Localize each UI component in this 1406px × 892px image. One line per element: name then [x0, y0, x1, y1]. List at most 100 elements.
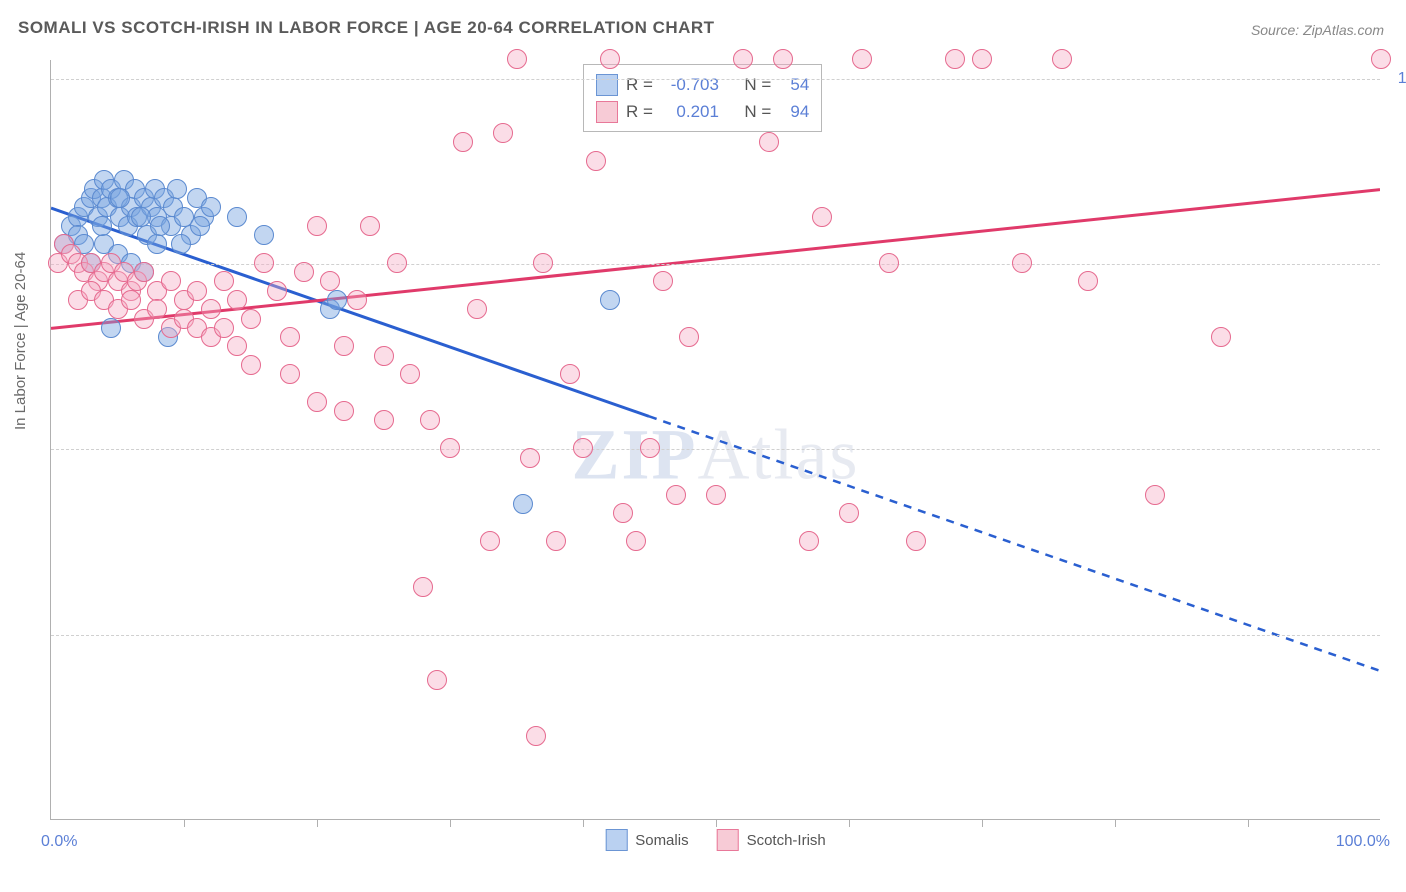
data-point	[374, 410, 394, 430]
data-point	[134, 262, 154, 282]
legend-item: Scotch-Irish	[717, 829, 826, 851]
data-point	[320, 271, 340, 291]
x-axis-max-label: 100.0%	[1336, 833, 1390, 851]
data-point	[280, 364, 300, 384]
x-tick	[716, 819, 717, 827]
data-point	[759, 132, 779, 152]
correlation-stats-box: R =-0.703 N =54R =0.201 N =94	[583, 64, 822, 132]
data-point	[254, 225, 274, 245]
data-point	[254, 253, 274, 273]
data-point	[879, 253, 899, 273]
data-point	[167, 179, 187, 199]
data-point	[334, 336, 354, 356]
data-point	[227, 290, 247, 310]
x-tick	[450, 819, 451, 827]
data-point	[613, 503, 633, 523]
data-point	[241, 309, 261, 329]
data-point	[679, 327, 699, 347]
data-point	[640, 438, 660, 458]
data-point	[507, 49, 527, 69]
data-point	[600, 290, 620, 310]
data-point	[573, 438, 593, 458]
data-point	[110, 188, 130, 208]
data-point	[420, 410, 440, 430]
data-point	[493, 123, 513, 143]
data-point	[520, 448, 540, 468]
stats-row: R =-0.703 N =54	[596, 71, 809, 98]
data-point	[307, 392, 327, 412]
data-point	[1078, 271, 1098, 291]
grid-line	[51, 449, 1380, 450]
data-point	[92, 216, 112, 236]
data-point	[427, 670, 447, 690]
data-point	[374, 346, 394, 366]
data-point	[241, 355, 261, 375]
data-point	[147, 299, 167, 319]
data-point	[972, 49, 992, 69]
y-tick-label: 100.0%	[1398, 70, 1406, 88]
data-point	[307, 216, 327, 236]
grid-line	[51, 264, 1380, 265]
data-point	[187, 281, 207, 301]
x-tick	[583, 819, 584, 827]
data-point	[294, 262, 314, 282]
data-point	[706, 485, 726, 505]
data-point	[171, 234, 191, 254]
data-point	[190, 216, 210, 236]
data-point	[560, 364, 580, 384]
data-point	[347, 290, 367, 310]
data-point	[626, 531, 646, 551]
x-axis-min-label: 0.0%	[41, 833, 77, 851]
trend-lines	[51, 60, 1380, 819]
chart-title: SOMALI VS SCOTCH-IRISH IN LABOR FORCE | …	[18, 18, 715, 38]
data-point	[513, 494, 533, 514]
x-tick	[184, 819, 185, 827]
series-legend: Somalis Scotch-Irish	[605, 829, 826, 851]
data-point	[773, 49, 793, 69]
data-point	[733, 49, 753, 69]
plot-area: ZIPAtlas 0.0% 100.0% SomalisScotch-Irish…	[50, 60, 1380, 820]
data-point	[121, 290, 141, 310]
data-point	[161, 271, 181, 291]
data-point	[1145, 485, 1165, 505]
data-point	[1012, 253, 1032, 273]
data-point	[280, 327, 300, 347]
data-point	[812, 207, 832, 227]
data-point	[327, 290, 347, 310]
x-tick	[1115, 819, 1116, 827]
legend-item: Somalis	[605, 829, 688, 851]
stats-row: R =0.201 N =94	[596, 98, 809, 125]
grid-line	[51, 635, 1380, 636]
grid-line	[51, 79, 1380, 80]
data-point	[533, 253, 553, 273]
data-point	[227, 207, 247, 227]
data-point	[1211, 327, 1231, 347]
data-point	[214, 318, 234, 338]
data-point	[799, 531, 819, 551]
data-point	[653, 271, 673, 291]
data-point	[546, 531, 566, 551]
data-point	[1052, 49, 1072, 69]
data-point	[267, 281, 287, 301]
data-point	[467, 299, 487, 319]
data-point	[453, 132, 473, 152]
data-point	[526, 726, 546, 746]
data-point	[101, 318, 121, 338]
data-point	[666, 485, 686, 505]
x-tick	[1248, 819, 1249, 827]
data-point	[150, 216, 170, 236]
data-point	[480, 531, 500, 551]
data-point	[227, 336, 247, 356]
data-point	[387, 253, 407, 273]
data-point	[600, 49, 620, 69]
data-point	[440, 438, 460, 458]
data-point	[214, 271, 234, 291]
data-point	[360, 216, 380, 236]
y-axis-label: In Labor Force | Age 20-64	[12, 252, 29, 430]
x-tick	[317, 819, 318, 827]
data-point	[906, 531, 926, 551]
data-point	[852, 49, 872, 69]
data-point	[400, 364, 420, 384]
data-point	[839, 503, 859, 523]
data-point	[1371, 49, 1391, 69]
